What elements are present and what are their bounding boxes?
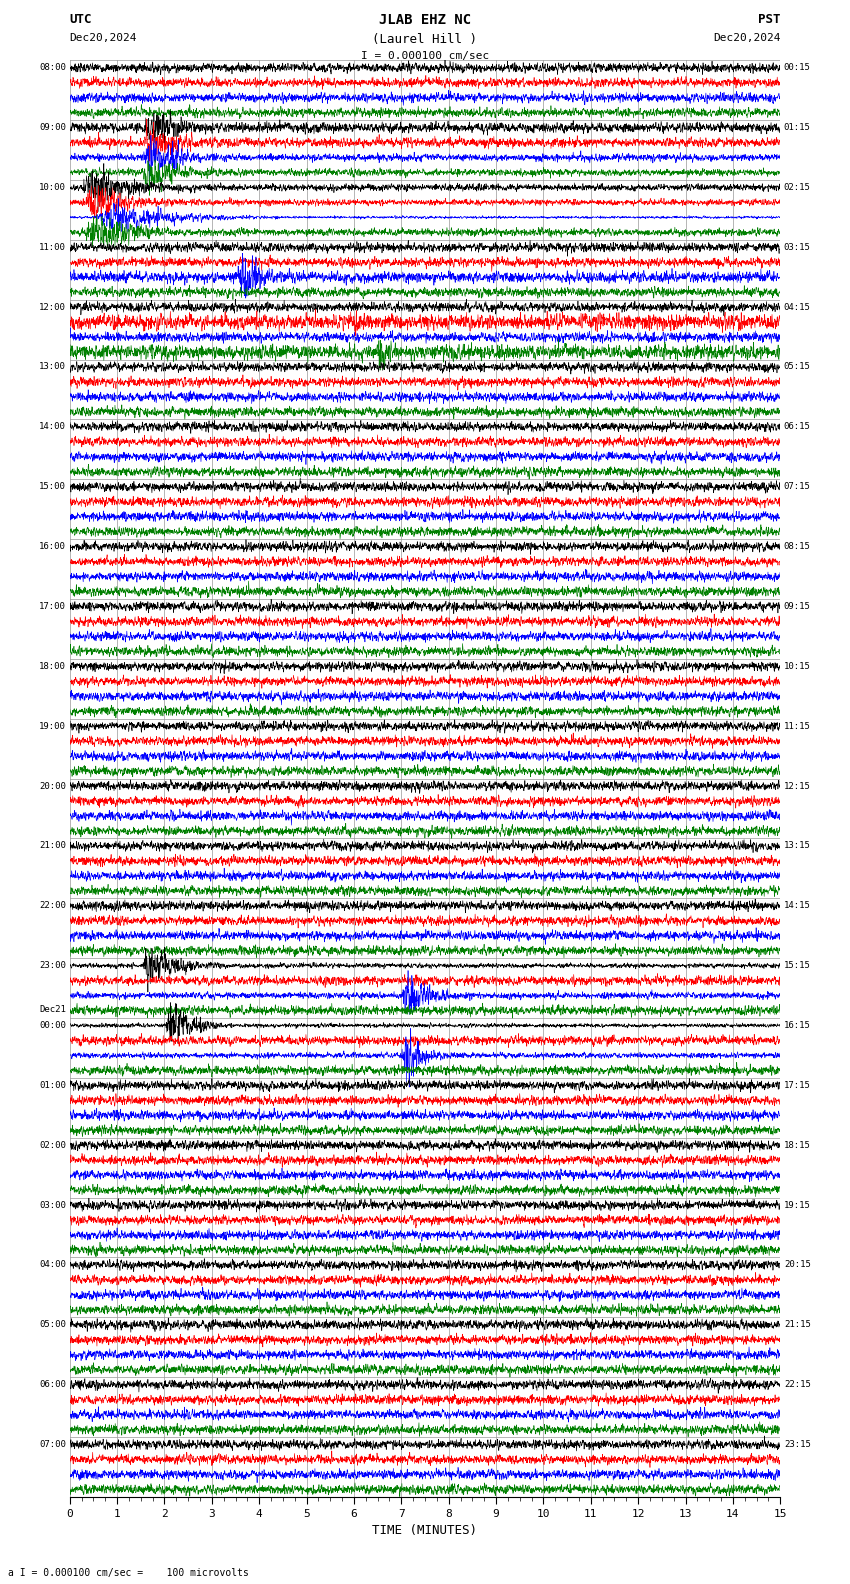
Text: JLAB EHZ NC: JLAB EHZ NC [379, 13, 471, 27]
Text: 05:15: 05:15 [784, 363, 811, 372]
Text: 21:00: 21:00 [39, 841, 66, 851]
Text: 22:15: 22:15 [784, 1380, 811, 1389]
Text: 14:15: 14:15 [784, 901, 811, 911]
Text: a I = 0.000100 cm/sec =    100 microvolts: a I = 0.000100 cm/sec = 100 microvolts [8, 1568, 249, 1578]
Text: 06:15: 06:15 [784, 423, 811, 431]
Text: Dec21: Dec21 [39, 1004, 66, 1014]
Text: 03:15: 03:15 [784, 242, 811, 252]
Text: 06:00: 06:00 [39, 1380, 66, 1389]
Text: 08:00: 08:00 [39, 63, 66, 73]
Text: 01:15: 01:15 [784, 124, 811, 131]
Text: 23:15: 23:15 [784, 1440, 811, 1449]
Text: 09:15: 09:15 [784, 602, 811, 611]
Text: 02:15: 02:15 [784, 182, 811, 192]
Text: 13:15: 13:15 [784, 841, 811, 851]
Text: 07:00: 07:00 [39, 1440, 66, 1449]
X-axis label: TIME (MINUTES): TIME (MINUTES) [372, 1524, 478, 1536]
Text: 02:00: 02:00 [39, 1140, 66, 1150]
Text: 04:15: 04:15 [784, 303, 811, 312]
Text: 12:15: 12:15 [784, 781, 811, 790]
Text: 15:00: 15:00 [39, 482, 66, 491]
Text: 04:00: 04:00 [39, 1261, 66, 1269]
Text: 20:15: 20:15 [784, 1261, 811, 1269]
Text: 10:00: 10:00 [39, 182, 66, 192]
Text: 17:00: 17:00 [39, 602, 66, 611]
Text: 03:00: 03:00 [39, 1201, 66, 1210]
Text: 13:00: 13:00 [39, 363, 66, 372]
Text: 12:00: 12:00 [39, 303, 66, 312]
Text: 00:00: 00:00 [39, 1022, 66, 1030]
Text: 23:00: 23:00 [39, 961, 66, 969]
Text: 01:00: 01:00 [39, 1080, 66, 1090]
Text: 16:15: 16:15 [784, 1022, 811, 1030]
Text: 00:15: 00:15 [784, 63, 811, 73]
Text: 05:00: 05:00 [39, 1321, 66, 1329]
Text: I = 0.000100 cm/sec: I = 0.000100 cm/sec [361, 51, 489, 60]
Text: 09:00: 09:00 [39, 124, 66, 131]
Text: 20:00: 20:00 [39, 781, 66, 790]
Text: 10:15: 10:15 [784, 662, 811, 670]
Text: Dec20,2024: Dec20,2024 [70, 33, 137, 43]
Text: 21:15: 21:15 [784, 1321, 811, 1329]
Text: UTC: UTC [70, 13, 92, 25]
Text: 16:00: 16:00 [39, 542, 66, 551]
Text: 11:15: 11:15 [784, 722, 811, 730]
Text: (Laurel Hill ): (Laurel Hill ) [372, 33, 478, 46]
Text: 18:00: 18:00 [39, 662, 66, 670]
Text: 17:15: 17:15 [784, 1080, 811, 1090]
Text: 19:00: 19:00 [39, 722, 66, 730]
Text: 22:00: 22:00 [39, 901, 66, 911]
Text: 18:15: 18:15 [784, 1140, 811, 1150]
Text: 11:00: 11:00 [39, 242, 66, 252]
Text: 07:15: 07:15 [784, 482, 811, 491]
Text: Dec20,2024: Dec20,2024 [713, 33, 780, 43]
Text: 14:00: 14:00 [39, 423, 66, 431]
Text: 19:15: 19:15 [784, 1201, 811, 1210]
Text: 15:15: 15:15 [784, 961, 811, 969]
Text: 08:15: 08:15 [784, 542, 811, 551]
Text: PST: PST [758, 13, 780, 25]
